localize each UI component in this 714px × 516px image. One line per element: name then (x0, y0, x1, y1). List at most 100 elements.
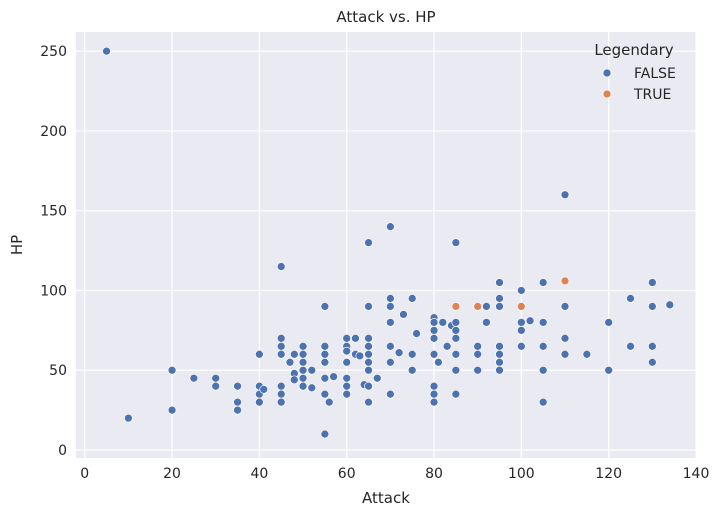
point-false (342, 381, 352, 391)
point-true (473, 302, 483, 311)
chart-title: Attack vs. HP (336, 8, 435, 26)
point-false (276, 381, 286, 391)
point-false (647, 341, 657, 351)
point-false (647, 278, 657, 287)
point-false (582, 349, 592, 359)
point-false (386, 357, 395, 367)
point-false (386, 302, 395, 311)
point-false (538, 365, 548, 375)
y-tick-label: 50 (49, 363, 67, 379)
point-false (473, 365, 483, 375)
point-false (276, 397, 286, 407)
point-false (211, 381, 221, 391)
y-axis-label: HP (8, 235, 26, 255)
legend-marker-true (602, 89, 612, 99)
point-false (124, 413, 133, 423)
legend-label-true: TRUE (633, 87, 671, 103)
point-false (364, 397, 373, 407)
point-false (233, 381, 242, 391)
legend-label-false: FALSE (634, 66, 676, 82)
point-false (233, 405, 242, 415)
point-false (429, 397, 439, 407)
point-false (517, 341, 526, 351)
y-tick-label: 150 (40, 204, 67, 220)
point-false (429, 389, 439, 399)
point-false (342, 357, 352, 367)
point-false (429, 381, 439, 391)
point-false (351, 333, 360, 343)
point-false (307, 383, 317, 393)
point-false (320, 349, 330, 359)
x-tick-label: 60 (338, 466, 356, 482)
y-tick-labels: 0 50 100 150 200 250 (40, 44, 67, 459)
point-false (451, 318, 461, 327)
legend: Legendary FALSE TRUE (594, 41, 676, 103)
point-false (525, 316, 535, 326)
point-false (473, 349, 483, 359)
point-false (298, 349, 308, 359)
point-false (386, 222, 395, 232)
point-false (342, 333, 352, 343)
point-false (255, 397, 264, 407)
x-tick-label: 80 (425, 466, 443, 482)
x-tick-label: 20 (163, 466, 181, 482)
point-false (517, 286, 526, 295)
legend-marker-false (602, 68, 612, 78)
point-true (517, 302, 526, 311)
point-false (307, 365, 317, 375)
point-false (364, 341, 373, 351)
point-false (102, 46, 111, 56)
point-false (320, 389, 330, 399)
point-false (364, 365, 373, 375)
point-false (495, 357, 504, 367)
point-false (298, 365, 308, 375)
point-false (560, 190, 570, 200)
point-false (364, 302, 373, 311)
point-false (495, 294, 504, 303)
point-false (495, 341, 504, 351)
point-false (647, 302, 657, 311)
point-false (233, 397, 242, 407)
plot-background (76, 32, 696, 458)
point-false (399, 310, 408, 319)
x-gridlines (84, 32, 697, 458)
point-false (429, 326, 439, 335)
point-false (429, 333, 439, 343)
point-false (167, 405, 177, 415)
data-points (102, 46, 675, 439)
point-false (364, 333, 373, 343)
point-false (429, 349, 439, 359)
point-false (407, 294, 417, 303)
point-false (434, 357, 443, 367)
point-false (495, 365, 504, 375)
point-false (276, 262, 286, 271)
point-false (626, 294, 635, 303)
point-false (320, 357, 330, 367)
point-false (298, 381, 308, 391)
point-false (429, 318, 439, 327)
point-false (560, 349, 570, 359)
point-false (324, 397, 334, 407)
point-false (355, 351, 365, 361)
point-false (451, 238, 461, 247)
point-false (320, 373, 330, 383)
point-false (289, 349, 299, 359)
point-false (364, 381, 373, 391)
point-false (259, 385, 269, 394)
y-tick-label: 200 (40, 124, 67, 140)
x-tick-labels: 0 20 40 60 80 100 120 140 (80, 466, 709, 482)
x-tick-label: 140 (683, 466, 710, 482)
point-false (626, 341, 635, 351)
point-false (329, 372, 338, 381)
point-true (451, 302, 461, 311)
point-false (320, 341, 330, 351)
point-false (442, 341, 452, 351)
x-tick-label: 0 (80, 466, 89, 482)
point-false (451, 326, 461, 335)
legend-title: Legendary (594, 41, 673, 59)
y-tick-label: 0 (58, 443, 67, 459)
point-false (538, 341, 548, 351)
point-false (451, 389, 461, 399)
point-false (189, 373, 199, 383)
point-false (647, 357, 657, 367)
